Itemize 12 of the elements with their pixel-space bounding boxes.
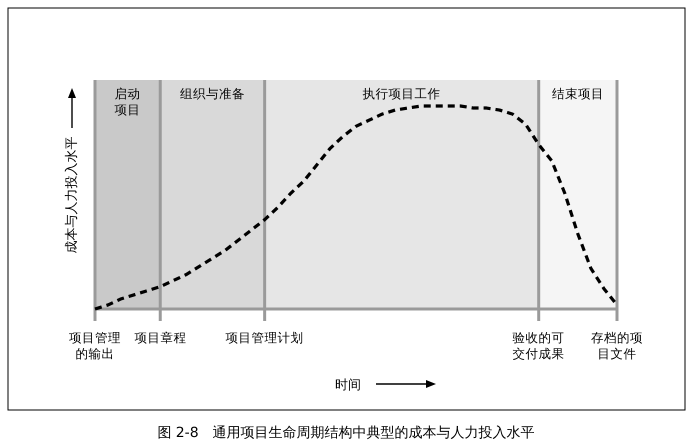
x-tick-label: 项目管理的输出 xyxy=(69,330,121,361)
band-label: 执行项目工作 xyxy=(362,86,441,101)
x-tick-label: 存档的项目文件 xyxy=(591,330,643,361)
band-label: 结束项目 xyxy=(552,86,604,101)
x-axis-title: 时间 xyxy=(335,378,361,393)
band-label: 组织与准备 xyxy=(180,86,245,101)
x-tick-label: 项目管理计划 xyxy=(226,330,304,345)
y-axis-title: 成本与人力投入水平 xyxy=(64,136,80,254)
text: 图 2-8 通用项目生命周期结构中典型的成本与人力投入水平 xyxy=(157,425,535,441)
x-tick-label: 项目章程 xyxy=(134,330,186,345)
band-label: 启动项目 xyxy=(114,86,141,117)
x-tick-label: 验收的可交付成果 xyxy=(512,330,565,361)
